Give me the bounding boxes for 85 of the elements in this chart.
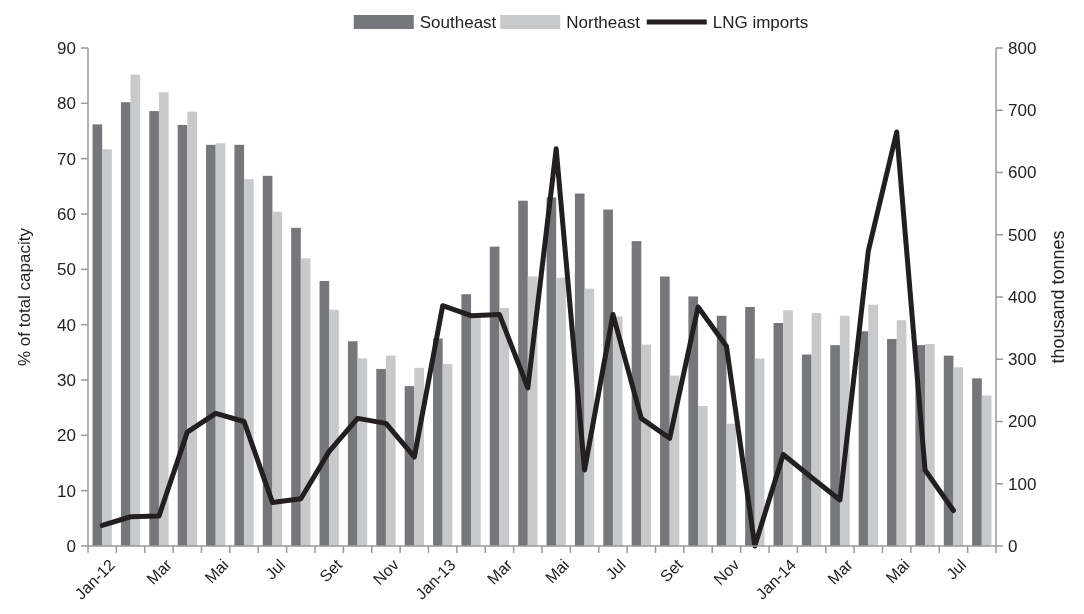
y2-tick-label: 400 xyxy=(1008,287,1037,307)
y2-tick-label: 300 xyxy=(1008,350,1037,370)
y-tick-label: 10 xyxy=(57,481,76,501)
x-tick-label: Set xyxy=(316,555,346,586)
x-tick-label: Mai xyxy=(882,556,913,587)
bar xyxy=(660,276,670,546)
bar xyxy=(726,423,737,546)
bar xyxy=(102,149,112,546)
bar xyxy=(783,310,793,546)
bar xyxy=(329,309,339,546)
y-tick-label: 90 xyxy=(57,38,76,58)
y2-tick-label: 800 xyxy=(1008,38,1037,58)
x-tick-label: Mar xyxy=(143,555,176,588)
bar xyxy=(471,318,481,546)
bar xyxy=(887,339,897,546)
x-tick-label: Nov xyxy=(369,556,402,589)
bar xyxy=(215,143,226,546)
bar xyxy=(688,296,699,546)
y2-axis-title: thousand tonnes xyxy=(1048,230,1068,364)
bar xyxy=(489,246,500,546)
bar xyxy=(499,308,510,546)
bar xyxy=(518,200,528,546)
y2-tick-label: 700 xyxy=(1008,101,1037,121)
bar xyxy=(896,320,907,546)
bar xyxy=(461,294,472,546)
y-tick-label: 0 xyxy=(66,536,76,556)
bar xyxy=(868,304,878,546)
bar xyxy=(357,358,368,546)
bar xyxy=(291,227,301,546)
y2-tick-label: 500 xyxy=(1008,225,1037,245)
bar xyxy=(385,355,396,546)
legend-label: Northeast xyxy=(566,12,641,32)
bar xyxy=(858,331,869,546)
bar xyxy=(149,111,159,546)
y-tick-label: 20 xyxy=(57,426,76,446)
x-tick-label: Mai xyxy=(201,556,232,587)
x-tick-label: Jul xyxy=(943,556,970,583)
y2-tick-label: 200 xyxy=(1008,412,1037,432)
bar xyxy=(972,378,982,546)
bar xyxy=(953,367,964,546)
bar xyxy=(319,280,330,546)
x-tick-label: Mar xyxy=(483,555,516,588)
y2-tick-label: 600 xyxy=(1008,163,1037,183)
y-tick-label: 60 xyxy=(57,204,76,224)
bar xyxy=(925,344,935,546)
y2-tick-label: 0 xyxy=(1008,536,1018,556)
bar xyxy=(641,344,651,546)
bar xyxy=(376,368,386,546)
y-tick-label: 30 xyxy=(57,370,76,390)
legend-label: LNG imports xyxy=(712,12,809,32)
bar xyxy=(187,111,197,546)
y-tick-label: 80 xyxy=(57,94,76,114)
bar xyxy=(92,124,103,546)
legend-label: Southeast xyxy=(419,12,497,32)
bar xyxy=(347,341,358,546)
bar xyxy=(244,179,254,546)
bar xyxy=(811,313,822,546)
y2-tick-label: 100 xyxy=(1008,474,1037,494)
x-tick-label: Mar xyxy=(824,555,857,588)
bar xyxy=(177,124,188,546)
y-tick-label: 40 xyxy=(57,315,76,335)
x-tick-label: Mai xyxy=(541,556,573,587)
bar xyxy=(612,316,623,546)
bar xyxy=(158,92,169,546)
y-tick-label: 50 xyxy=(57,260,76,280)
y-axis-title: % of total capacity xyxy=(15,227,34,366)
bar xyxy=(603,209,613,546)
bar xyxy=(130,74,141,546)
bar xyxy=(442,363,453,546)
bar xyxy=(300,258,311,546)
x-tick-label: Set xyxy=(656,555,687,586)
x-tick-label: Nov xyxy=(710,556,743,589)
y-tick-label: 70 xyxy=(57,149,76,169)
bar xyxy=(433,338,443,546)
bar xyxy=(272,211,283,546)
x-tick-label: Jul xyxy=(262,556,289,583)
bar xyxy=(830,345,840,546)
bar xyxy=(801,354,812,546)
bar xyxy=(234,144,245,546)
bar xyxy=(698,406,708,546)
bar xyxy=(556,277,566,546)
x-tick-label: Jul xyxy=(602,556,629,583)
bar xyxy=(981,395,992,546)
bar xyxy=(120,102,131,546)
bar xyxy=(206,144,216,546)
